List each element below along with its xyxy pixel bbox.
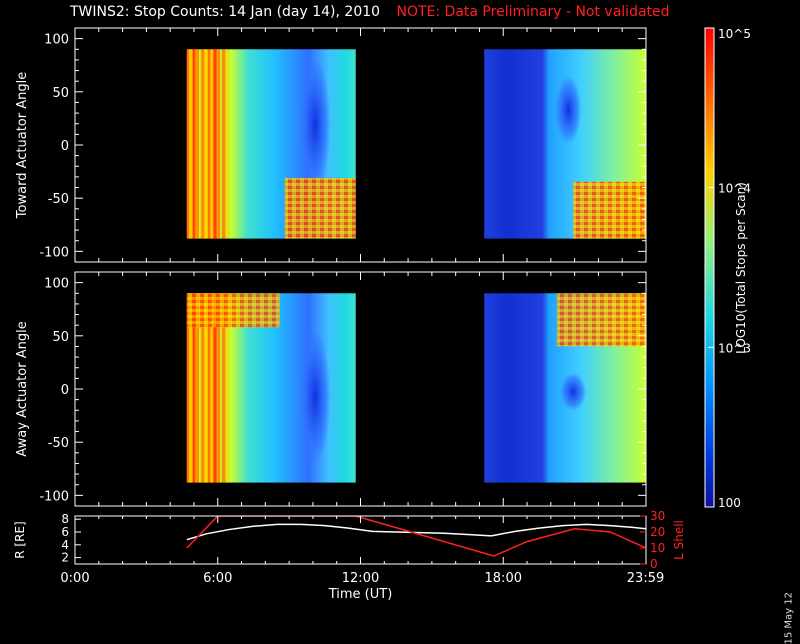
y-tick-label: 2	[61, 551, 69, 565]
title-text: TWINS2: Stop Counts: 14 Jan (day 14), 20…	[70, 4, 381, 20]
heatmap-stripe	[222, 293, 225, 483]
r-series-line	[186, 523, 646, 541]
heatmap-stripe	[186, 49, 189, 239]
heatmap-lowcount-region	[555, 75, 582, 144]
y-tick-label: 8	[61, 512, 69, 526]
heatmap-stripe	[195, 293, 198, 483]
x-axis-label: Time (UT)	[328, 587, 393, 600]
heatmap-content	[186, 293, 646, 483]
heatmap-stripe	[189, 49, 192, 239]
heatmap-lowcount-region	[560, 372, 587, 411]
chart-title: TWINS2: Stop Counts: 14 Jan (day 14), 20…	[70, 4, 670, 20]
title-note: NOTE: Data Preliminary - Not validated	[396, 4, 670, 20]
heatmap-stripe	[219, 49, 222, 239]
y-tick-label: 0	[61, 383, 69, 398]
y-tick-label: -100	[39, 245, 69, 260]
heatmap-noise-region	[186, 293, 280, 328]
heatmap-stripe	[195, 49, 198, 239]
heatmap-lowcount-region	[299, 56, 331, 194]
heatmap-stripe	[216, 49, 219, 239]
heatmap-panel-toward: 100 50 0 -50 -100 Toward Actuator Angle	[15, 27, 647, 263]
heatmap-stripe	[186, 293, 189, 483]
heatmap-stripe	[222, 49, 225, 239]
colorbar-tick-label: 10^3	[718, 341, 751, 355]
y-tick-label: 100	[44, 33, 69, 48]
heatmap-stripe	[189, 293, 192, 483]
y2-axis-label: L Shell	[672, 520, 686, 560]
heatmap-noise-region	[573, 181, 646, 239]
y-tick-label: 50	[52, 330, 69, 345]
colorbar-tick-label: 100	[718, 496, 741, 510]
x-tick-label: 18:00	[485, 571, 522, 586]
heatmap-noise-region	[284, 178, 356, 239]
x-tick-label: 6:00	[203, 571, 232, 586]
heatmap-stripe	[225, 49, 228, 239]
y-tick-label: -50	[48, 192, 69, 207]
y-tick-label: -50	[48, 436, 69, 451]
colorbar-tick-label: 10^5	[718, 27, 751, 41]
heatmap-stripe	[210, 49, 213, 239]
y-tick-label: 0	[61, 139, 69, 154]
y-tick-label: -100	[39, 489, 69, 504]
heatmap-noise-region	[557, 293, 646, 347]
heatmap-lowcount-region	[299, 329, 331, 466]
heatmap-stripe	[201, 49, 204, 239]
heatmap-stripe	[204, 49, 207, 239]
heatmap-stripe	[201, 293, 204, 483]
heatmap-stripe	[213, 49, 216, 239]
x-tick-label: 12:00	[342, 571, 379, 586]
colorbar-tick-label: 10^4	[718, 182, 751, 196]
colorbar: 10^5 10^4 10^3 100 LOG10(Total Stops per Sc…	[704, 27, 751, 510]
y2-tick-label: 0	[650, 557, 658, 571]
panel-background	[75, 516, 646, 564]
heatmap-stripe	[192, 49, 195, 239]
heatmap-stripe	[219, 293, 222, 483]
heatmap-panel-away: 100 50 0 -50 -100 Away Actuator Angle	[15, 271, 647, 507]
colorbar-label: LOG10(Total Stops per Scan)	[734, 182, 748, 354]
lshell-series-line	[186, 516, 646, 557]
colorbar-gradient	[704, 27, 715, 508]
y2-tick-label: 20	[650, 525, 665, 539]
heatmap-stripe	[192, 293, 195, 483]
heatmap-stripe	[210, 293, 213, 483]
y2-tick-label: 10	[650, 541, 665, 555]
x-tick-label: 0:00	[60, 571, 89, 586]
y-tick-label: 4	[61, 538, 69, 552]
y-tick-label: 50	[52, 86, 69, 101]
heatmap-stripe	[198, 49, 201, 239]
y-axis-label: Toward Actuator Angle	[15, 72, 30, 219]
y-axis-label: Away Actuator Angle	[15, 321, 30, 456]
heatmap-stripe	[207, 293, 210, 483]
heatmap-stripe	[225, 293, 228, 483]
heatmap-content	[186, 49, 646, 239]
y-axis-label: R [RE]	[13, 521, 27, 558]
y-tick-label: 100	[44, 277, 69, 292]
heatmap-stripe	[213, 293, 216, 483]
heatmap-stripe	[198, 293, 201, 483]
heatmap-stripe	[207, 49, 210, 239]
heatmap-stripe	[204, 293, 207, 483]
y-tick-label: 6	[61, 525, 69, 539]
orbit-content	[186, 516, 646, 557]
y2-tick-label: 30	[650, 509, 665, 523]
heatmap-stripe	[216, 293, 219, 483]
x-tick-label: 23:59	[627, 571, 664, 586]
